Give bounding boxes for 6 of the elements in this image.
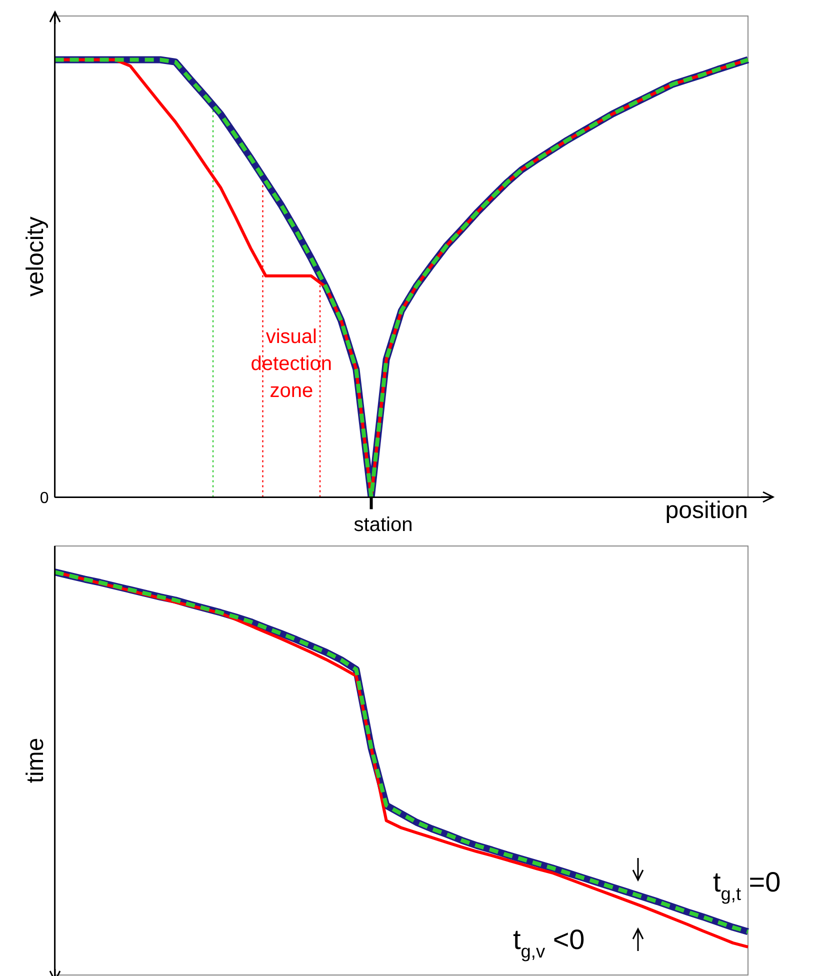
x-axis-title: position [665, 497, 748, 524]
annotation: visual detection zone [250, 326, 332, 402]
y-axis-title: time [22, 738, 50, 784]
text: station [354, 514, 413, 536]
y-axis-title: velocity [22, 216, 50, 297]
text: 0 [40, 490, 49, 508]
